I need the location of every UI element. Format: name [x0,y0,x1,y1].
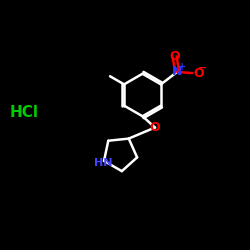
Text: O: O [150,121,160,134]
Text: +: + [178,62,186,72]
Text: N: N [172,65,182,78]
Text: HN: HN [94,158,112,168]
Text: O: O [194,66,204,80]
Text: HCl: HCl [9,105,38,120]
Text: −: − [198,62,207,72]
Text: O: O [169,50,180,63]
